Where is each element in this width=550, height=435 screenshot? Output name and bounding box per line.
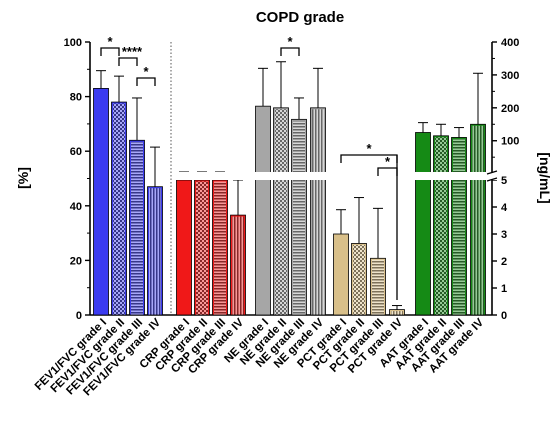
bar-pattern-pct-grade-iv [391,311,403,315]
bar-pattern-crp-grade-iii [214,181,226,315]
bar-pattern-ne-grade-ii [275,109,287,315]
bar-crp-grade-i [176,180,192,315]
significance-bracket [280,47,300,56]
significance-label: * [366,141,372,156]
bar-aat-grade-i [415,132,431,315]
right-tick-label: 400 [501,37,519,49]
right-axis-title: [ng/mL] [537,152,550,203]
significance-bracket [136,77,156,86]
left-tick-label: 100 [64,37,82,49]
significance-label: * [385,154,391,169]
axis-breaks-layer [176,170,500,182]
left-tick-label: 20 [70,255,82,267]
right-tick-label: 5 [501,175,507,187]
axis-break-mark [486,170,498,175]
right-tick-label: 4 [501,202,508,214]
left-tick-label: 60 [70,146,82,158]
bar-fev1-fvc-grade-i [93,88,109,315]
bar-pattern-crp-grade-ii [196,181,208,315]
right-tick-label: 200 [501,103,519,115]
axis-break-band [176,172,500,180]
significance-label: **** [122,44,143,59]
left-tick-label: 40 [70,201,82,213]
bar-pattern-fev1-fvc-grade-iv [149,188,161,315]
bar-pct-grade-i [333,234,349,315]
significance-label: * [287,34,293,49]
significance-label: * [107,34,113,49]
bar-pattern-pct-grade-iii [372,259,384,315]
bar-pattern-aat-grade-iv [472,125,484,316]
bar-pattern-ne-grade-iii [293,120,305,316]
bar-pattern-crp-grade-iv [232,216,244,315]
bar-pattern-aat-grade-ii [435,137,447,315]
right-tick-label: 0 [501,310,507,322]
right-tick-label: 2 [501,256,507,268]
bar-pattern-pct-grade-ii [353,244,365,315]
bar-ne-grade-i [255,106,271,315]
left-tick-label: 80 [70,92,82,104]
right-tick-label: 300 [501,70,519,82]
significance-layer: ********* [100,34,398,300]
bar-pattern-aat-grade-iii [453,138,465,315]
left-tick-label: 0 [76,310,82,322]
significance-bracket [100,47,120,56]
axis-break-mark [486,177,498,182]
significance-bracket [118,57,138,66]
chart-title: COPD grade [256,9,344,26]
right-tick-label: 1 [501,283,507,295]
significance-label: * [143,64,149,79]
right-tick-label: 100 [501,136,519,148]
bar-pattern-fev1-fvc-grade-iii [131,141,143,315]
bars-layer [93,88,486,316]
bar-pattern-ne-grade-iv [312,109,324,315]
bar-pattern-fev1-fvc-grade-ii [113,103,125,315]
left-axis-title: [%] [15,167,31,189]
right-tick-label: 3 [501,229,507,241]
